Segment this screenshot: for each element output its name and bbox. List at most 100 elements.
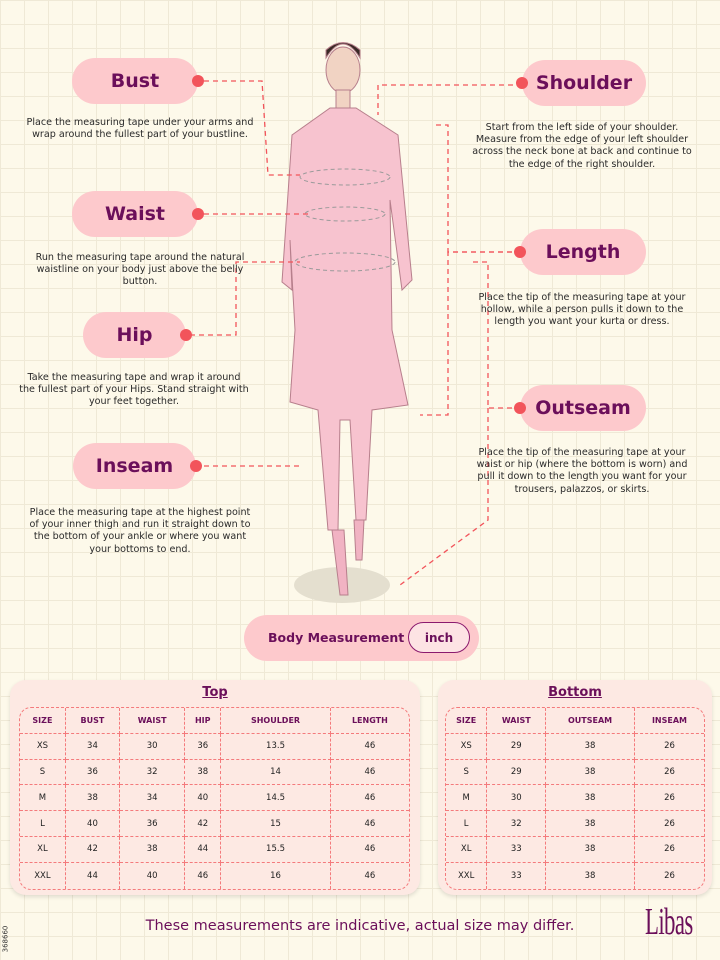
top-size-table: SIZE BUST WAIST HIP SHOULDER LENGTH XS 34 30 36 13…	[19, 707, 410, 890]
table-cell: XL	[446, 836, 488, 863]
disclaimer: These measurements are indicative, actua…	[145, 918, 575, 934]
table-row: XL 33 38 26	[446, 836, 704, 863]
bottom-size-table: SIZE WAIST OUTSEAM INSEAM XS 29 38 26 S 29 38 26 M 30…	[445, 707, 705, 890]
outseam-dot-icon	[514, 402, 526, 414]
product-code: 368660	[1, 925, 10, 953]
table-cell: 34	[120, 785, 186, 812]
table-cell: 36	[120, 811, 186, 837]
table-cell: S	[446, 759, 488, 786]
header-row: SIZE BUST WAIST HIP SHOULDER LENGTH	[20, 708, 409, 734]
table-cell: L	[20, 811, 66, 837]
length-title: Length	[545, 241, 621, 263]
table-cell: M	[446, 785, 488, 812]
length-label: Length	[520, 229, 646, 275]
column-header: INSEAM	[634, 708, 704, 734]
table-row: XL 42 38 44 15.5 46	[20, 836, 409, 863]
table-cell: 34	[65, 733, 121, 760]
table-cell: 38	[546, 836, 635, 863]
table-cell: XL	[20, 836, 66, 863]
connector-lines	[190, 80, 522, 586]
table-cell: 46	[330, 811, 409, 837]
bust-label: Bust	[72, 58, 198, 104]
outseam-description: Place the tip of the measuring tape at y…	[476, 447, 688, 495]
table-cell: XS	[446, 733, 488, 760]
table-cell: 29	[487, 733, 547, 760]
table-cell: 46	[330, 760, 409, 786]
bust-dot-icon	[192, 75, 204, 87]
column-header: HIP	[185, 708, 222, 734]
table-row: S 29 38 26	[446, 759, 704, 786]
body-measurement-label: Body Measurement	[268, 630, 405, 645]
table-cell: 26	[664, 870, 675, 881]
table-cell: 40	[65, 811, 121, 837]
table-row: M 38 34 40 14.5 46	[20, 785, 409, 812]
table-cell: 38	[546, 733, 635, 760]
table-cell: 14	[221, 759, 331, 786]
column-header: WAIST	[487, 708, 547, 734]
table-row: L 32 38 26	[446, 811, 704, 837]
table-row: XS 34 30 36 13.5 46	[20, 733, 409, 760]
table-cell: S	[20, 759, 66, 786]
table-cell: 38	[185, 759, 222, 786]
table-cell: 38	[120, 836, 186, 863]
hip-description: Take the measuring tape and wrap it arou…	[19, 372, 249, 408]
table-cell: 38	[65, 785, 121, 812]
table-cell: 36	[185, 733, 222, 760]
column-header: BUST	[65, 708, 121, 734]
waist-dot-icon	[192, 208, 204, 220]
bust-title: Bust	[110, 70, 160, 92]
shoulder-dot-icon	[516, 77, 528, 89]
table-cell: 40	[120, 862, 186, 889]
header-row: SIZE WAIST OUTSEAM INSEAM	[446, 708, 704, 734]
table-cell: 30	[487, 785, 547, 812]
column-header: WAIST	[120, 708, 186, 734]
inseam-label: Inseam	[73, 443, 196, 489]
inseam-dot-icon	[190, 460, 202, 472]
column-header: SIZE	[446, 708, 488, 734]
unit-toggle-button[interactable]: inch	[408, 622, 470, 653]
bottom-size-card: Bottom SIZE WAIST OUTSEAM INSEAM XS 29 38 26 S 29…	[438, 680, 712, 895]
column-header: SIZE	[20, 708, 66, 734]
table-cell: 46	[364, 870, 376, 881]
length-dot-icon	[514, 246, 526, 258]
table-cell: 38	[546, 759, 635, 786]
column-header: SHOULDER	[221, 708, 331, 734]
column-header: OUTSEAM	[546, 708, 635, 734]
table-cell: 16	[221, 862, 331, 889]
inseam-title: Inseam	[95, 455, 174, 477]
model-illustration	[190, 42, 522, 603]
table-cell: 26	[634, 837, 704, 863]
top-title: Top	[202, 685, 228, 700]
table-cell: 42	[65, 836, 121, 863]
hip-label: Hip	[83, 312, 186, 358]
table-row: M 30 38 26	[446, 785, 704, 812]
shoulder-label: Shoulder	[522, 60, 646, 106]
table-cell: 33	[487, 836, 547, 863]
table-cell: 42	[185, 811, 222, 837]
table-cell: 33	[487, 862, 547, 889]
table-cell: 32	[120, 759, 186, 786]
top-size-card: Top SIZE BUST WAIST HIP SHOULDER LENGTH XS 34 30…	[10, 680, 420, 895]
unit-bar: Body Measurement inch	[244, 615, 479, 661]
brand-logo: Libas	[645, 901, 693, 943]
table-row: XXL 44 40 46 16 46	[20, 862, 409, 889]
waist-description: Run the measuring tape around the natura…	[35, 252, 245, 288]
length-description: Place the tip of the measuring tape at y…	[478, 292, 686, 328]
table-cell: 44	[66, 862, 121, 889]
table-cell: 38	[546, 811, 635, 837]
table-cell: 40	[185, 785, 222, 812]
shoulder-title: Shoulder	[535, 72, 633, 94]
outseam-title: Outseam	[535, 397, 631, 419]
model-figure	[281, 42, 413, 603]
inseam-description: Place the measuring tape at the highest …	[29, 507, 251, 555]
shoulder-description: Start from the left side of your shoulde…	[472, 122, 692, 170]
table-cell: 26	[634, 760, 704, 786]
table-cell: 29	[487, 759, 547, 786]
table-row: XXL 33 38 26	[446, 862, 704, 889]
table-cell: 36	[65, 759, 121, 786]
table-cell: XXL	[446, 862, 488, 889]
table-cell: XS	[20, 733, 66, 760]
table-cell: M	[20, 785, 66, 812]
table-cell: 38	[546, 785, 635, 812]
table-cell: 14.5	[221, 785, 331, 812]
